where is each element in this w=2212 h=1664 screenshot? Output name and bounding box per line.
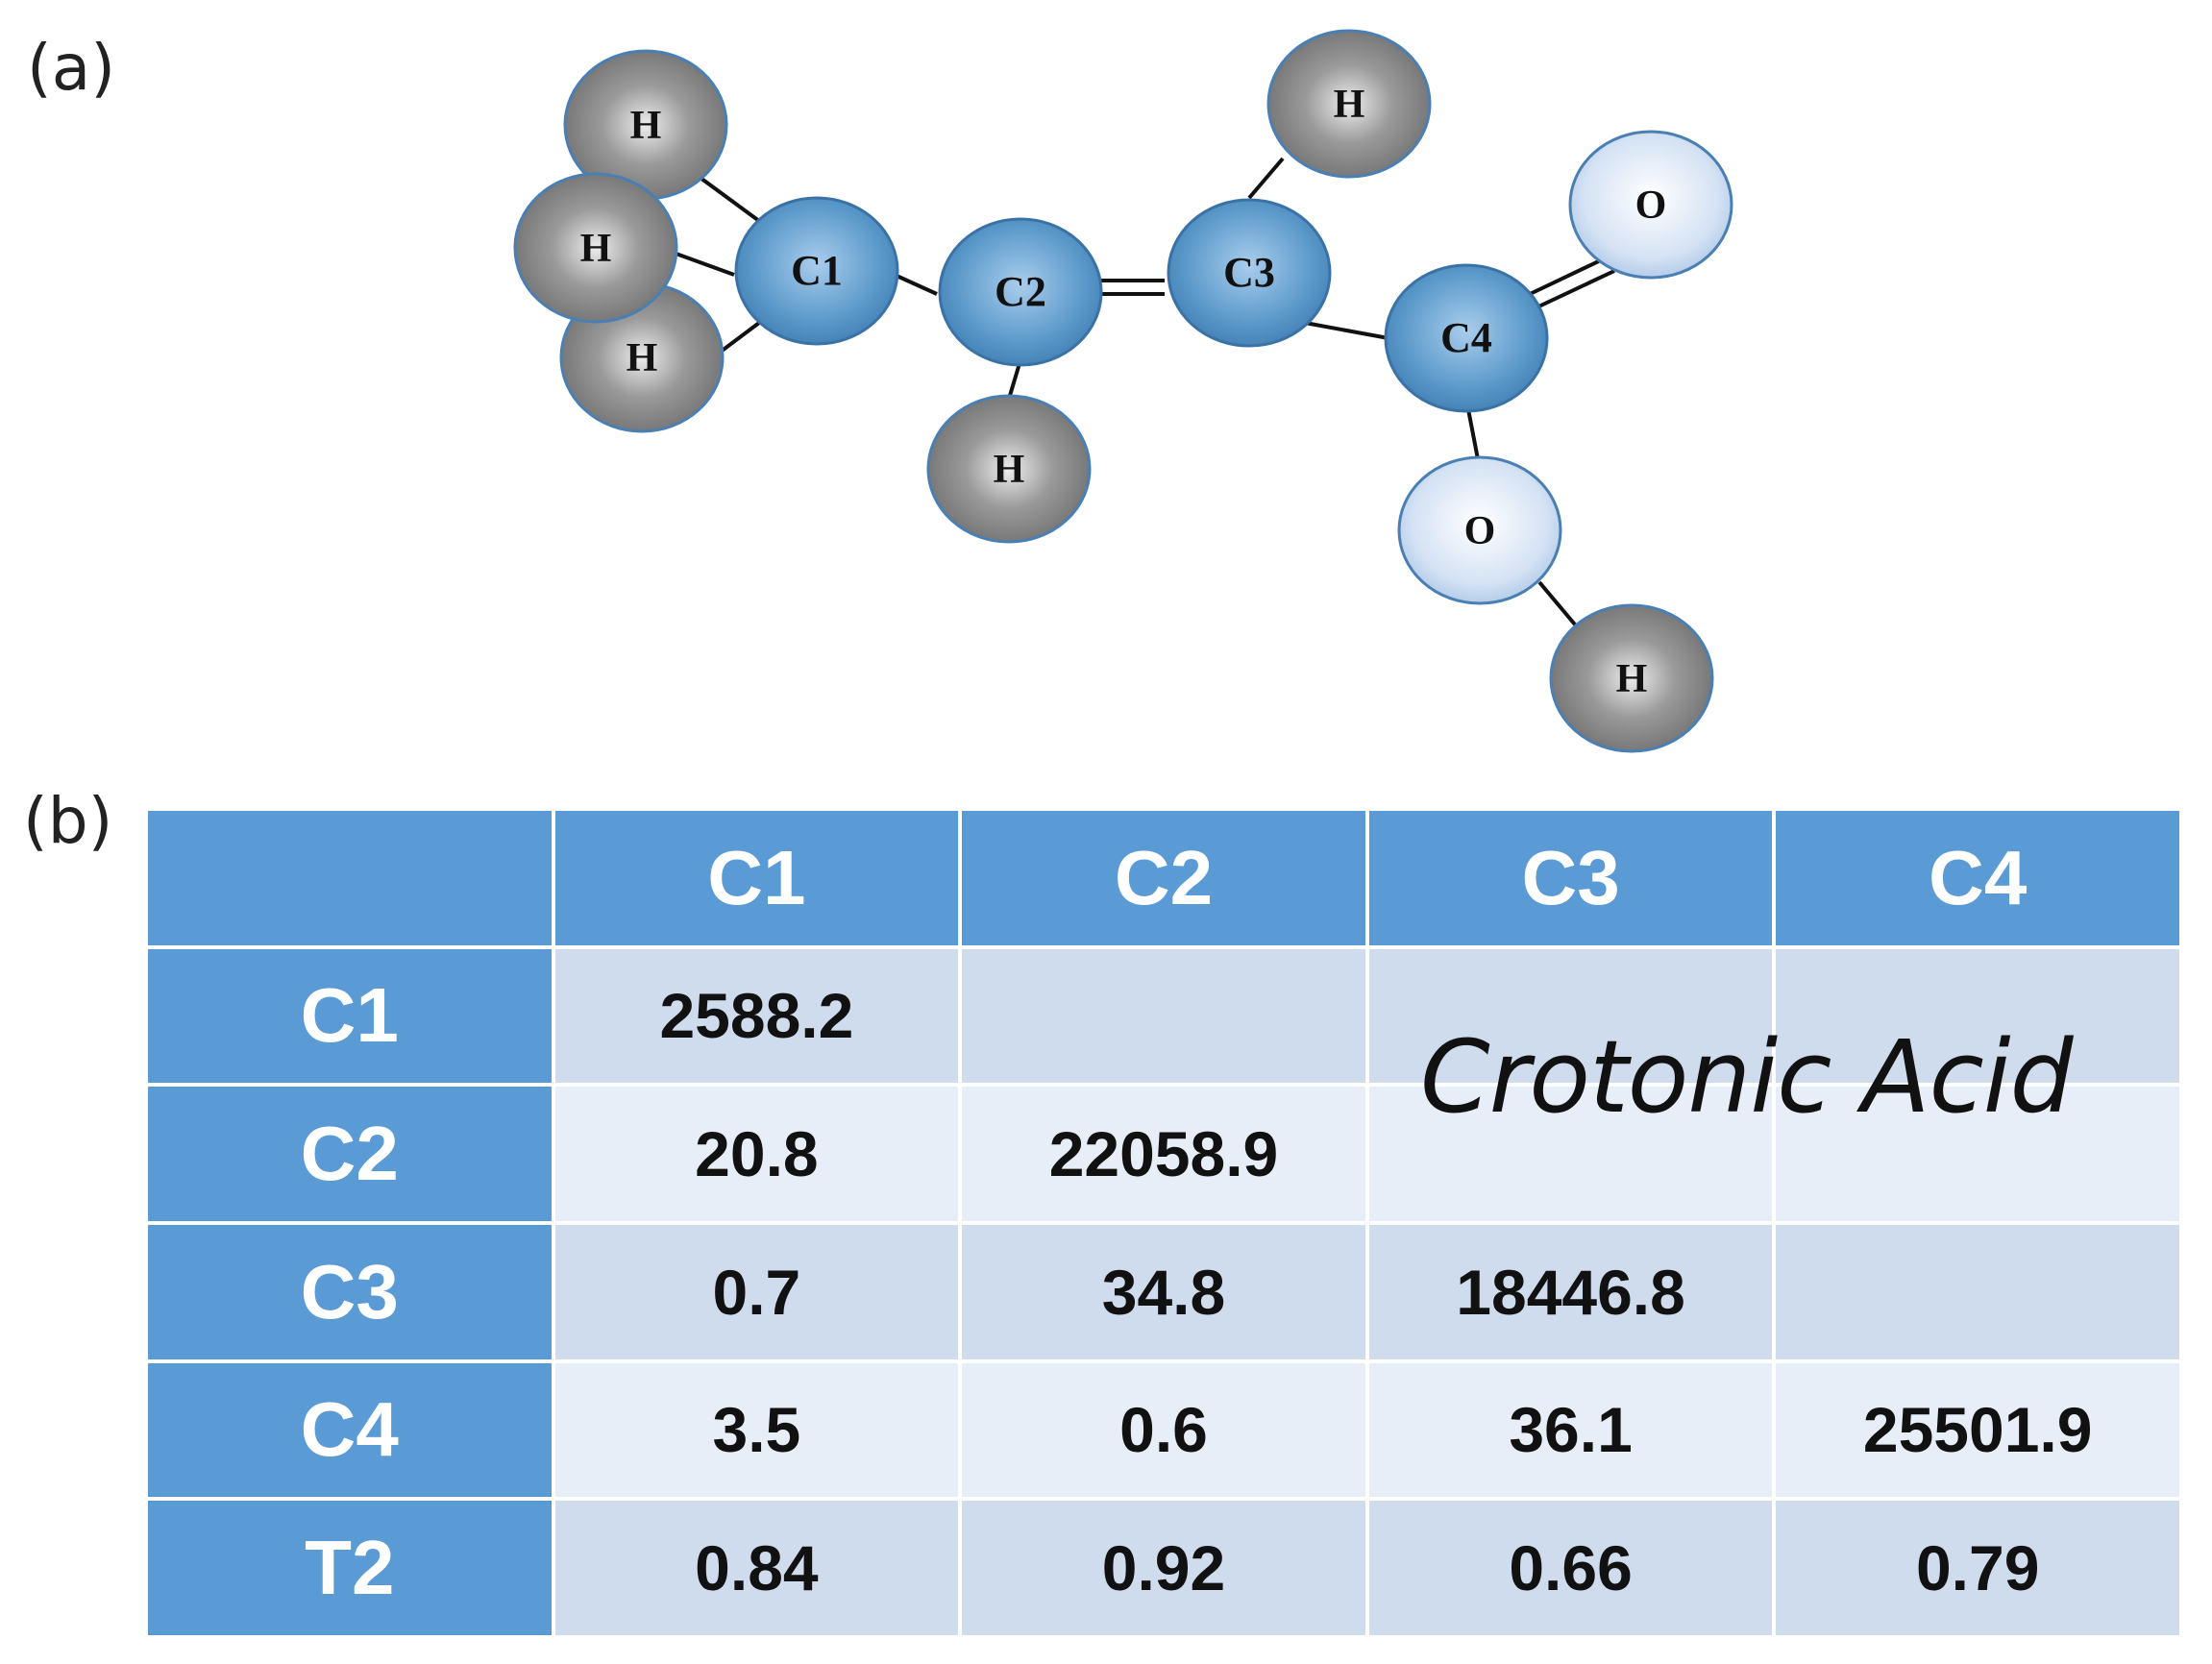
atom-label: C1 <box>791 247 843 294</box>
bond-h1-c1 <box>692 171 761 223</box>
row-header: C4 <box>148 1362 552 1498</box>
panel-label-a: (a) <box>27 31 115 105</box>
atom-h1: H <box>563 49 728 201</box>
table-cell: 0.6 <box>962 1362 1365 1498</box>
table-cell: 18446.8 <box>1368 1224 1773 1359</box>
atom-label: C2 <box>995 268 1046 315</box>
table-row: T2 0.84 0.92 0.66 0.79 <box>148 1501 2179 1635</box>
molecule-name-label: Crotonic Acid <box>1420 1018 2074 1136</box>
atom-c2: C2 <box>938 217 1103 367</box>
table-cell: 22058.9 <box>962 1087 1365 1221</box>
table-row: C1 2588.2 <box>148 948 2179 1084</box>
atom-label: O <box>1464 509 1496 553</box>
atom-label: H <box>994 448 1025 492</box>
table-cell: 0.66 <box>1368 1501 1773 1635</box>
bond-c4-o1-b <box>1532 269 1615 311</box>
panel-label-b: (b) <box>23 784 113 858</box>
atom-h6: H <box>1549 603 1714 753</box>
atom-h5: H <box>1266 29 1432 179</box>
atom-label: C3 <box>1223 249 1275 296</box>
atom-h2: H <box>513 172 678 324</box>
atom-label: H <box>1334 83 1365 127</box>
table-row: C4 3.5 0.6 36.1 25501.9 <box>148 1362 2179 1498</box>
column-header: C3 <box>1368 811 1773 945</box>
table-cell: 0.79 <box>1776 1501 2179 1635</box>
bond-c4-o2 <box>1466 408 1480 460</box>
atom-c4: C4 <box>1384 263 1549 413</box>
table-cell: 0.7 <box>554 1224 959 1359</box>
table-cell: 2588.2 <box>554 948 959 1084</box>
column-header: C1 <box>554 811 959 945</box>
atom-o2: O <box>1397 455 1562 605</box>
table-cell: 25501.9 <box>1776 1362 2179 1498</box>
table-cell <box>1776 948 2179 1084</box>
bond-o2-h6 <box>1537 580 1582 632</box>
table-cell: 20.8 <box>554 1087 959 1221</box>
column-header: C4 <box>1776 811 2179 945</box>
row-header: C1 <box>148 948 552 1084</box>
table-cell <box>962 948 1365 1084</box>
atom-label: H <box>630 104 662 148</box>
molecule-diagram: H H H C1 C2 H C3 H C4 O O H <box>513 29 1733 753</box>
table-cell: 36.1 <box>1368 1362 1773 1498</box>
table-cell <box>1776 1224 2179 1359</box>
table-row: C2 20.8 22058.9 <box>148 1087 2179 1221</box>
table-cell <box>1368 948 1773 1084</box>
atom-label: H <box>627 336 658 380</box>
row-header: T2 <box>148 1501 552 1635</box>
bond-h2-c1 <box>670 250 735 277</box>
table-cell: 0.92 <box>962 1501 1365 1635</box>
table-cell: 0.84 <box>554 1501 959 1635</box>
atom-h4: H <box>926 394 1092 544</box>
row-header: C2 <box>148 1087 552 1221</box>
table-row: C3 0.7 34.8 18446.8 <box>148 1224 2179 1359</box>
column-header: C2 <box>962 811 1365 945</box>
table-cell: 3.5 <box>554 1362 959 1498</box>
atom-label: H <box>580 227 612 271</box>
table-cell <box>1776 1087 2179 1221</box>
bond-c3-h5 <box>1247 157 1285 200</box>
atom-label: C4 <box>1440 314 1492 361</box>
row-header: C3 <box>148 1224 552 1359</box>
corner-cell <box>148 811 552 945</box>
bond-c3-c4 <box>1304 321 1389 340</box>
table-header-row: C1 C2 C3 C4 <box>148 811 2179 945</box>
bond-c2-h4 <box>1007 359 1022 400</box>
coupling-table: C1 C2 C3 C4 C1 2588.2 C2 20.8 22058.9 C3… <box>144 807 2183 1639</box>
atom-c3: C3 <box>1167 198 1332 348</box>
atom-o1: O <box>1568 130 1733 280</box>
atom-label: H <box>1616 657 1648 701</box>
atom-label: O <box>1635 184 1667 228</box>
bond-c4-o1-a <box>1525 256 1608 298</box>
table-cell <box>1368 1087 1773 1221</box>
atom-c1: C1 <box>734 196 899 346</box>
table-cell: 34.8 <box>962 1224 1365 1359</box>
